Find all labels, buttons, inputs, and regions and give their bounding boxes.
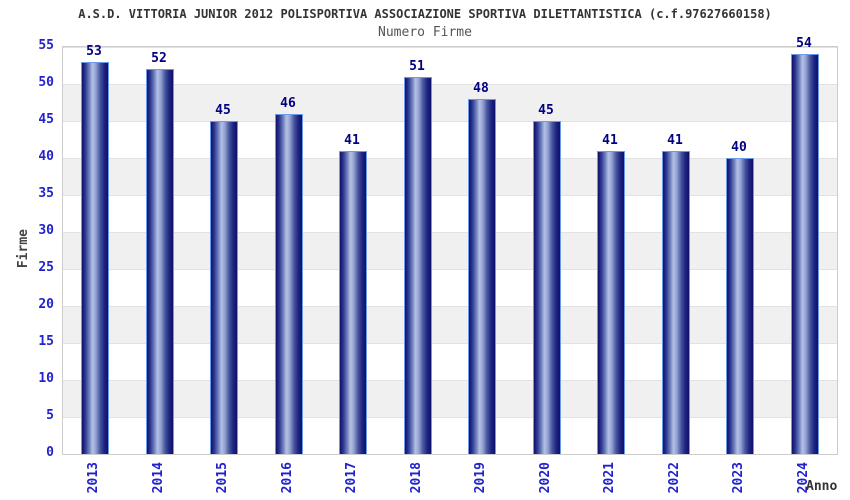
y-tick-label: 0 [46, 445, 54, 460]
x-tick-label: 2019 [473, 462, 488, 494]
plot-area [62, 46, 838, 455]
bar-2014 [146, 69, 174, 454]
x-tick-label: 2016 [280, 462, 295, 494]
x-tick-label: 2013 [86, 462, 101, 494]
x-axis-title: Anno [806, 479, 838, 494]
y-tick-label: 15 [38, 334, 54, 349]
y-tick-label: 10 [38, 371, 54, 386]
bar-2015 [210, 121, 238, 454]
y-tick-label: 20 [38, 297, 54, 312]
y-tick-label: 30 [38, 223, 54, 238]
y-tick-label: 5 [46, 408, 54, 423]
bar-2021 [597, 151, 625, 454]
bar-2024 [791, 54, 819, 454]
bar-2020 [533, 121, 561, 454]
bar-value-label: 52 [151, 51, 167, 66]
x-tick-label: 2020 [538, 462, 553, 494]
x-tick-label: 2022 [667, 462, 682, 494]
y-tick-label: 55 [38, 38, 54, 53]
y-tick-label: 40 [38, 149, 54, 164]
bar-2019 [468, 99, 496, 454]
chart-title: A.S.D. VITTORIA JUNIOR 2012 POLISPORTIVA… [78, 7, 772, 21]
y-tick-label: 35 [38, 186, 54, 201]
bar-2018 [404, 77, 432, 454]
bar-2017 [339, 151, 367, 454]
bar-value-label: 45 [538, 103, 554, 118]
bar-2023 [726, 158, 754, 454]
bar-value-label: 46 [280, 96, 296, 111]
x-tick-label: 2015 [215, 462, 230, 494]
y-tick-label: 25 [38, 260, 54, 275]
bar-2016 [275, 114, 303, 454]
bar-2022 [662, 151, 690, 454]
x-tick-label: 2021 [602, 462, 617, 494]
bar-value-label: 51 [409, 59, 425, 74]
bar-value-label: 41 [344, 133, 360, 148]
x-tick-label: 2023 [731, 462, 746, 494]
bar-value-label: 41 [602, 133, 618, 148]
bar-value-label: 48 [473, 81, 489, 96]
x-tick-label: 2017 [344, 462, 359, 494]
y-tick-label: 50 [38, 75, 54, 90]
x-tick-label: 2014 [151, 462, 166, 494]
chart-subtitle: Numero Firme [378, 25, 472, 40]
bar-value-label: 40 [731, 140, 747, 155]
x-tick-label: 2018 [409, 462, 424, 494]
bar-value-label: 53 [86, 44, 102, 59]
bar-value-label: 54 [796, 36, 812, 51]
bar-value-label: 45 [215, 103, 231, 118]
y-tick-label: 45 [38, 112, 54, 127]
bar-2013 [81, 62, 109, 454]
bar-value-label: 41 [667, 133, 683, 148]
